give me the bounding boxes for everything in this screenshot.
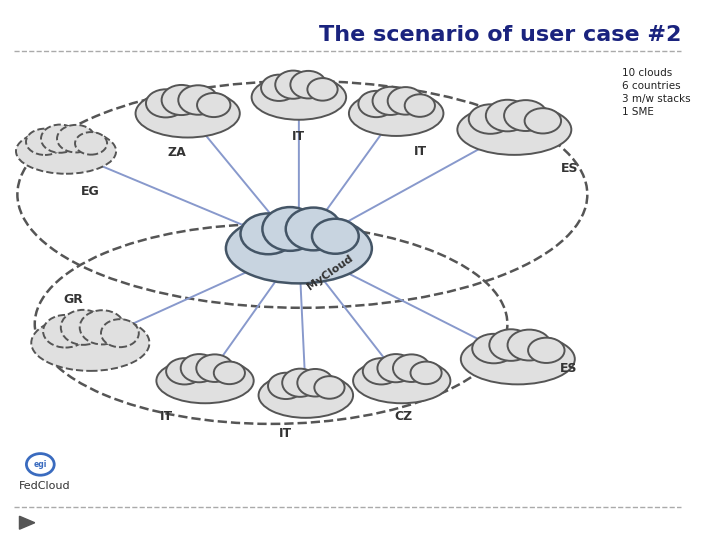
Ellipse shape: [240, 213, 296, 254]
Ellipse shape: [349, 91, 444, 136]
Text: egi: egi: [34, 460, 47, 469]
Ellipse shape: [275, 71, 311, 99]
Ellipse shape: [405, 94, 435, 117]
Ellipse shape: [80, 310, 125, 345]
Ellipse shape: [359, 91, 395, 117]
Ellipse shape: [75, 132, 107, 154]
Ellipse shape: [268, 373, 304, 399]
Ellipse shape: [261, 75, 297, 101]
Text: IT: IT: [161, 410, 174, 423]
Ellipse shape: [135, 89, 240, 138]
Ellipse shape: [315, 376, 345, 399]
Text: IT: IT: [414, 145, 427, 158]
Text: 10 clouds
6 countries
3 m/w stacks
1 SME: 10 clouds 6 countries 3 m/w stacks 1 SME: [622, 68, 690, 117]
Ellipse shape: [457, 104, 572, 155]
Ellipse shape: [528, 338, 564, 363]
Text: CZ: CZ: [394, 410, 413, 423]
Ellipse shape: [353, 358, 451, 403]
Text: GR: GR: [63, 293, 83, 306]
Text: IT: IT: [292, 130, 305, 143]
Text: IT: IT: [279, 427, 292, 440]
Ellipse shape: [31, 315, 150, 371]
Ellipse shape: [57, 125, 95, 152]
Ellipse shape: [16, 129, 116, 174]
Ellipse shape: [214, 362, 245, 384]
Polygon shape: [19, 516, 35, 529]
Ellipse shape: [156, 358, 253, 403]
Ellipse shape: [525, 108, 561, 133]
Ellipse shape: [258, 373, 353, 418]
Ellipse shape: [486, 100, 529, 131]
Ellipse shape: [312, 219, 359, 254]
Ellipse shape: [490, 329, 533, 361]
Text: ES: ES: [561, 162, 579, 175]
Ellipse shape: [197, 93, 230, 117]
Ellipse shape: [262, 207, 318, 251]
Ellipse shape: [179, 85, 218, 114]
Ellipse shape: [469, 104, 512, 134]
Ellipse shape: [146, 89, 186, 117]
Ellipse shape: [282, 369, 318, 397]
Ellipse shape: [377, 354, 415, 382]
Ellipse shape: [297, 369, 333, 396]
Ellipse shape: [393, 354, 430, 382]
Ellipse shape: [41, 125, 79, 153]
Ellipse shape: [410, 362, 441, 384]
Ellipse shape: [226, 213, 372, 284]
Ellipse shape: [26, 129, 64, 155]
Ellipse shape: [43, 315, 88, 348]
Text: ES: ES: [560, 362, 577, 375]
Ellipse shape: [504, 100, 547, 131]
Ellipse shape: [461, 334, 575, 384]
Ellipse shape: [387, 87, 423, 114]
Text: ZA: ZA: [168, 146, 186, 159]
Text: The scenario of user case #2: The scenario of user case #2: [319, 25, 682, 45]
Text: EG: EG: [81, 185, 100, 198]
Ellipse shape: [286, 207, 341, 251]
Ellipse shape: [307, 78, 338, 100]
Ellipse shape: [363, 358, 400, 384]
Ellipse shape: [181, 354, 217, 382]
Ellipse shape: [161, 85, 201, 115]
Ellipse shape: [508, 329, 551, 361]
Ellipse shape: [290, 71, 326, 98]
Text: FedCloud: FedCloud: [19, 481, 71, 491]
Ellipse shape: [372, 87, 408, 115]
Ellipse shape: [101, 319, 139, 347]
Ellipse shape: [251, 75, 346, 120]
Text: MyCloud: MyCloud: [305, 253, 355, 292]
Ellipse shape: [60, 310, 106, 345]
Ellipse shape: [472, 334, 516, 363]
Ellipse shape: [197, 354, 233, 382]
Ellipse shape: [166, 358, 203, 384]
